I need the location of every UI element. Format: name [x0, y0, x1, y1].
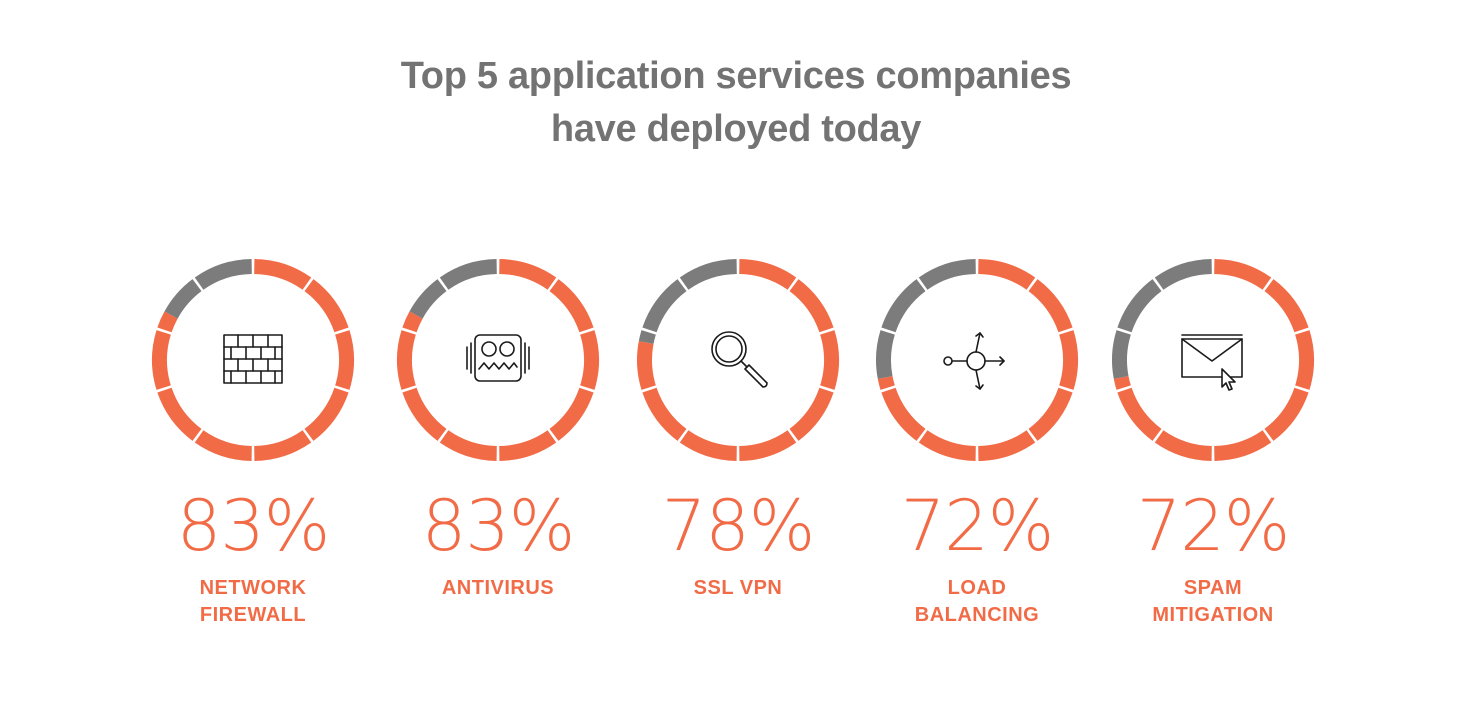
value-segment [1295, 330, 1314, 390]
value-segment [789, 279, 834, 333]
value-segment [679, 430, 737, 461]
value-segment [397, 330, 416, 390]
value-segment [1117, 387, 1162, 441]
remainder-segment [918, 259, 976, 290]
value-segment [1154, 430, 1212, 461]
chart-title-line-2: have deployed today [550, 108, 922, 150]
donut-ring [152, 259, 354, 461]
remainder-segment [1117, 279, 1162, 333]
donut-ring [1112, 259, 1314, 461]
stat-label-line: SPAM [1183, 577, 1243, 599]
stat-label-line: SSL VPN [693, 577, 783, 599]
stat-label-line: ANTIVIRUS [441, 577, 555, 599]
value-segment [580, 330, 599, 390]
remainder-segment [881, 279, 926, 333]
remainder-segment [1154, 259, 1212, 290]
value-segment [549, 387, 594, 441]
value-segment [402, 387, 447, 441]
value-segment [881, 387, 926, 441]
stat-label-line: NETWORK [199, 577, 307, 599]
value-segment [439, 430, 497, 461]
stat-label: LOAD BALANCING [857, 575, 1097, 629]
value-segment [1113, 376, 1131, 390]
value-segment [1214, 430, 1272, 461]
stat-label: SSL VPN [618, 575, 858, 602]
remainder-segment [1112, 330, 1131, 379]
value-segment [499, 259, 557, 290]
stat-label-line: BALANCING [914, 604, 1040, 626]
remainder-segment [439, 259, 497, 290]
stat-label-line: FIREWALL [199, 604, 307, 626]
stat-value: 78% [661, 485, 816, 567]
stat-label: ANTIVIRUS [378, 575, 618, 602]
chart-title: Top 5 application services companies hav… [0, 50, 1472, 156]
value-segment [304, 279, 349, 333]
value-segment [877, 376, 895, 390]
remainder-segment [638, 330, 656, 344]
remainder-segment [409, 279, 447, 319]
magnifier-icon [703, 325, 773, 395]
value-segment [789, 387, 834, 441]
value-segment [1264, 279, 1309, 333]
donut-ring [637, 259, 839, 461]
value-segment [642, 387, 687, 441]
stat-card-load-balancing: 72% LOAD BALANCING [872, 255, 1082, 645]
donut-ring [397, 259, 599, 461]
value-segment [739, 259, 797, 290]
value-segment [402, 311, 423, 333]
value-segment [1264, 387, 1309, 441]
remainder-segment [194, 259, 252, 290]
value-segment [978, 259, 1036, 290]
value-segment [739, 430, 797, 461]
value-segment [152, 330, 171, 390]
value-segment [1214, 259, 1272, 290]
value-segment [499, 430, 557, 461]
value-segment [549, 279, 594, 333]
stat-value: 83% [421, 485, 576, 567]
value-segment [1028, 387, 1073, 441]
donut-ring [876, 259, 1078, 461]
value-segment [1059, 330, 1078, 390]
value-segment [335, 330, 354, 390]
value-segment [637, 341, 656, 390]
stat-card-network-firewall: 83% NETWORK FIREWALL [148, 255, 358, 645]
value-segment [157, 311, 178, 333]
firewall-icon [218, 325, 288, 395]
envelope-icon [1178, 325, 1248, 395]
stat-card-ssl-vpn: 78% SSL VPN [633, 255, 843, 645]
value-segment [254, 259, 312, 290]
remainder-segment [876, 330, 895, 379]
value-segment [157, 387, 202, 441]
stat-value: 72% [1136, 485, 1291, 567]
remainder-segment [642, 279, 687, 333]
value-segment [978, 430, 1036, 461]
value-segment [194, 430, 252, 461]
stat-card-spam-mitigation: 72% SPAM MITIGATION [1108, 255, 1318, 645]
antivirus-icon [463, 325, 533, 395]
stat-value: 83% [176, 485, 331, 567]
value-segment [254, 430, 312, 461]
remainder-segment [679, 259, 737, 290]
stat-label-line: MITIGATION [1152, 604, 1274, 626]
value-segment [304, 387, 349, 441]
stat-label: SPAM MITIGATION [1093, 575, 1333, 629]
remainder-segment [164, 279, 202, 319]
stat-label: NETWORK FIREWALL [133, 575, 373, 629]
value-segment [820, 330, 839, 390]
load-balancer-icon [942, 325, 1012, 395]
chart-title-line-1: Top 5 application services companies [400, 55, 1072, 97]
stat-label-line: LOAD [947, 577, 1007, 599]
stat-card-antivirus: 83% ANTIVIRUS [393, 255, 603, 645]
value-segment [1028, 279, 1073, 333]
value-segment [918, 430, 976, 461]
stat-value: 72% [900, 485, 1055, 567]
